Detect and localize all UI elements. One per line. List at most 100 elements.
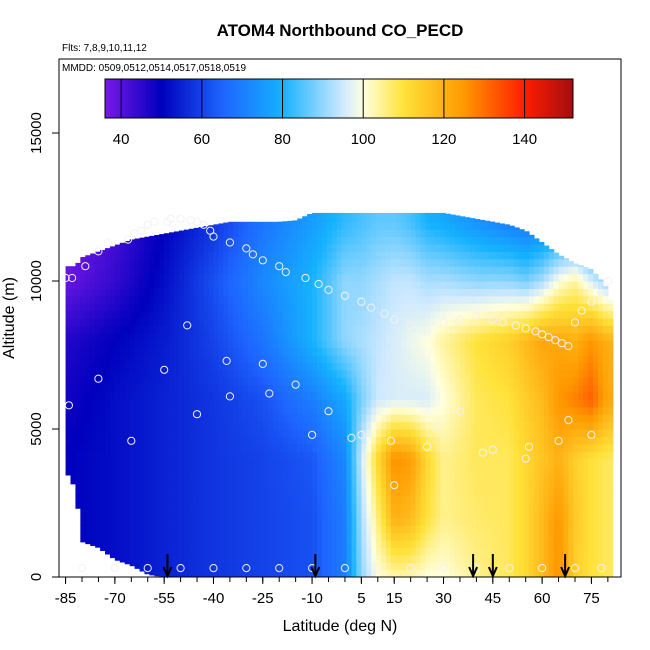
heatmap-cell — [208, 510, 215, 519]
heatmap-cell — [568, 261, 574, 267]
heatmap-cell — [257, 332, 264, 341]
heatmap-cell — [272, 318, 279, 326]
heatmap-cell — [243, 318, 249, 326]
heatmap-cell — [124, 503, 131, 511]
heatmap-cell — [509, 384, 515, 393]
heatmap-cell — [247, 532, 254, 541]
heatmap-cell — [450, 318, 456, 326]
heatmap-cell — [514, 362, 520, 371]
heatmap-cell — [400, 384, 407, 393]
heatmap-cell — [543, 517, 550, 526]
heatmap-cell — [351, 295, 358, 304]
heatmap-cell — [430, 569, 436, 577]
heatmap-cell — [203, 547, 210, 556]
heatmap-cell — [302, 510, 308, 519]
heatmap-cell — [109, 273, 116, 282]
heatmap-cell — [109, 246, 116, 252]
heatmap-cell — [390, 517, 397, 526]
heatmap-cell — [415, 532, 422, 541]
heatmap-cell — [371, 540, 377, 548]
heatmap-cell — [326, 503, 333, 511]
heatmap-cell — [376, 251, 382, 260]
heatmap-cell — [316, 377, 323, 386]
heatmap-cell — [499, 223, 505, 230]
heatmap-cell — [524, 436, 530, 445]
heatmap-cell — [188, 399, 195, 408]
heatmap-cell — [247, 384, 254, 393]
heatmap-cell — [208, 488, 215, 497]
heatmap-cell — [509, 429, 515, 437]
heatmap-cell — [528, 540, 535, 548]
heatmap-cell — [346, 488, 353, 497]
heatmap-cell — [430, 318, 436, 326]
heatmap-cell — [474, 318, 481, 326]
heatmap-cell — [464, 488, 471, 497]
heatmap-cell — [188, 288, 195, 297]
heatmap-cell — [243, 406, 249, 415]
heatmap-cell — [543, 273, 550, 282]
heatmap-cell — [228, 266, 234, 275]
heatmap-cell — [504, 554, 510, 563]
heatmap-cell — [336, 510, 343, 519]
heatmap-cell — [100, 414, 106, 423]
heatmap-cell — [316, 266, 323, 275]
heatmap-cell — [292, 414, 298, 423]
heatmap-cell — [109, 325, 116, 334]
heatmap-cell — [469, 295, 476, 304]
heatmap-cell — [435, 392, 441, 400]
heatmap-cell — [95, 288, 101, 297]
heatmap-cell — [474, 569, 481, 577]
heatmap-cell — [218, 562, 224, 571]
heatmap-cell — [573, 488, 579, 497]
heatmap-cell — [573, 295, 579, 304]
heatmap-cell — [238, 221, 244, 230]
heatmap-cell — [198, 406, 205, 415]
heatmap-cell — [548, 458, 555, 467]
heatmap-cell — [440, 562, 446, 571]
heatmap-cell — [70, 429, 77, 437]
heatmap-cell — [164, 236, 170, 245]
heatmap-cell — [302, 458, 308, 467]
heatmap-cell — [100, 362, 106, 371]
heatmap-cell — [395, 236, 402, 245]
heatmap-cell — [262, 392, 269, 400]
heatmap-cell — [233, 340, 239, 349]
heatmap-cell — [528, 421, 535, 430]
heatmap-cell — [435, 414, 441, 423]
heatmap-cell — [469, 473, 476, 482]
heatmap-cell — [139, 362, 146, 371]
heatmap-cell — [376, 281, 382, 289]
heatmap-cell — [114, 488, 121, 497]
heatmap-cell — [425, 273, 431, 282]
heatmap-cell — [548, 251, 555, 260]
heatmap-cell — [430, 436, 436, 445]
heatmap-cell — [474, 288, 481, 297]
heatmap-cell — [415, 554, 422, 563]
heatmap-cell — [198, 310, 205, 319]
heatmap-cell — [233, 443, 239, 452]
heatmap-cell — [390, 495, 397, 504]
heatmap-cell — [504, 347, 510, 356]
heatmap-cell — [178, 369, 185, 378]
heatmap-cell — [174, 488, 180, 497]
heatmap-cell — [85, 355, 91, 363]
heatmap-cell — [326, 229, 333, 238]
heatmap-cell — [435, 362, 441, 371]
heatmap-cell — [381, 429, 387, 437]
heatmap-cell — [543, 480, 550, 489]
heatmap-cell — [124, 369, 131, 378]
heatmap-cell — [243, 369, 249, 378]
heatmap-cell — [400, 347, 407, 356]
heatmap-cell — [139, 258, 146, 267]
heatmap-cell — [450, 466, 456, 474]
heatmap-cell — [479, 488, 486, 497]
heatmap-cell — [164, 362, 170, 371]
heatmap-cell — [509, 458, 515, 467]
heatmap-cell — [435, 406, 441, 415]
heatmap-cell — [312, 488, 318, 497]
heatmap-cell — [440, 414, 446, 423]
heatmap-cell — [100, 251, 106, 260]
heatmap-cell — [119, 369, 126, 378]
heatmap-cell — [183, 340, 190, 349]
heatmap-cell — [233, 362, 239, 371]
